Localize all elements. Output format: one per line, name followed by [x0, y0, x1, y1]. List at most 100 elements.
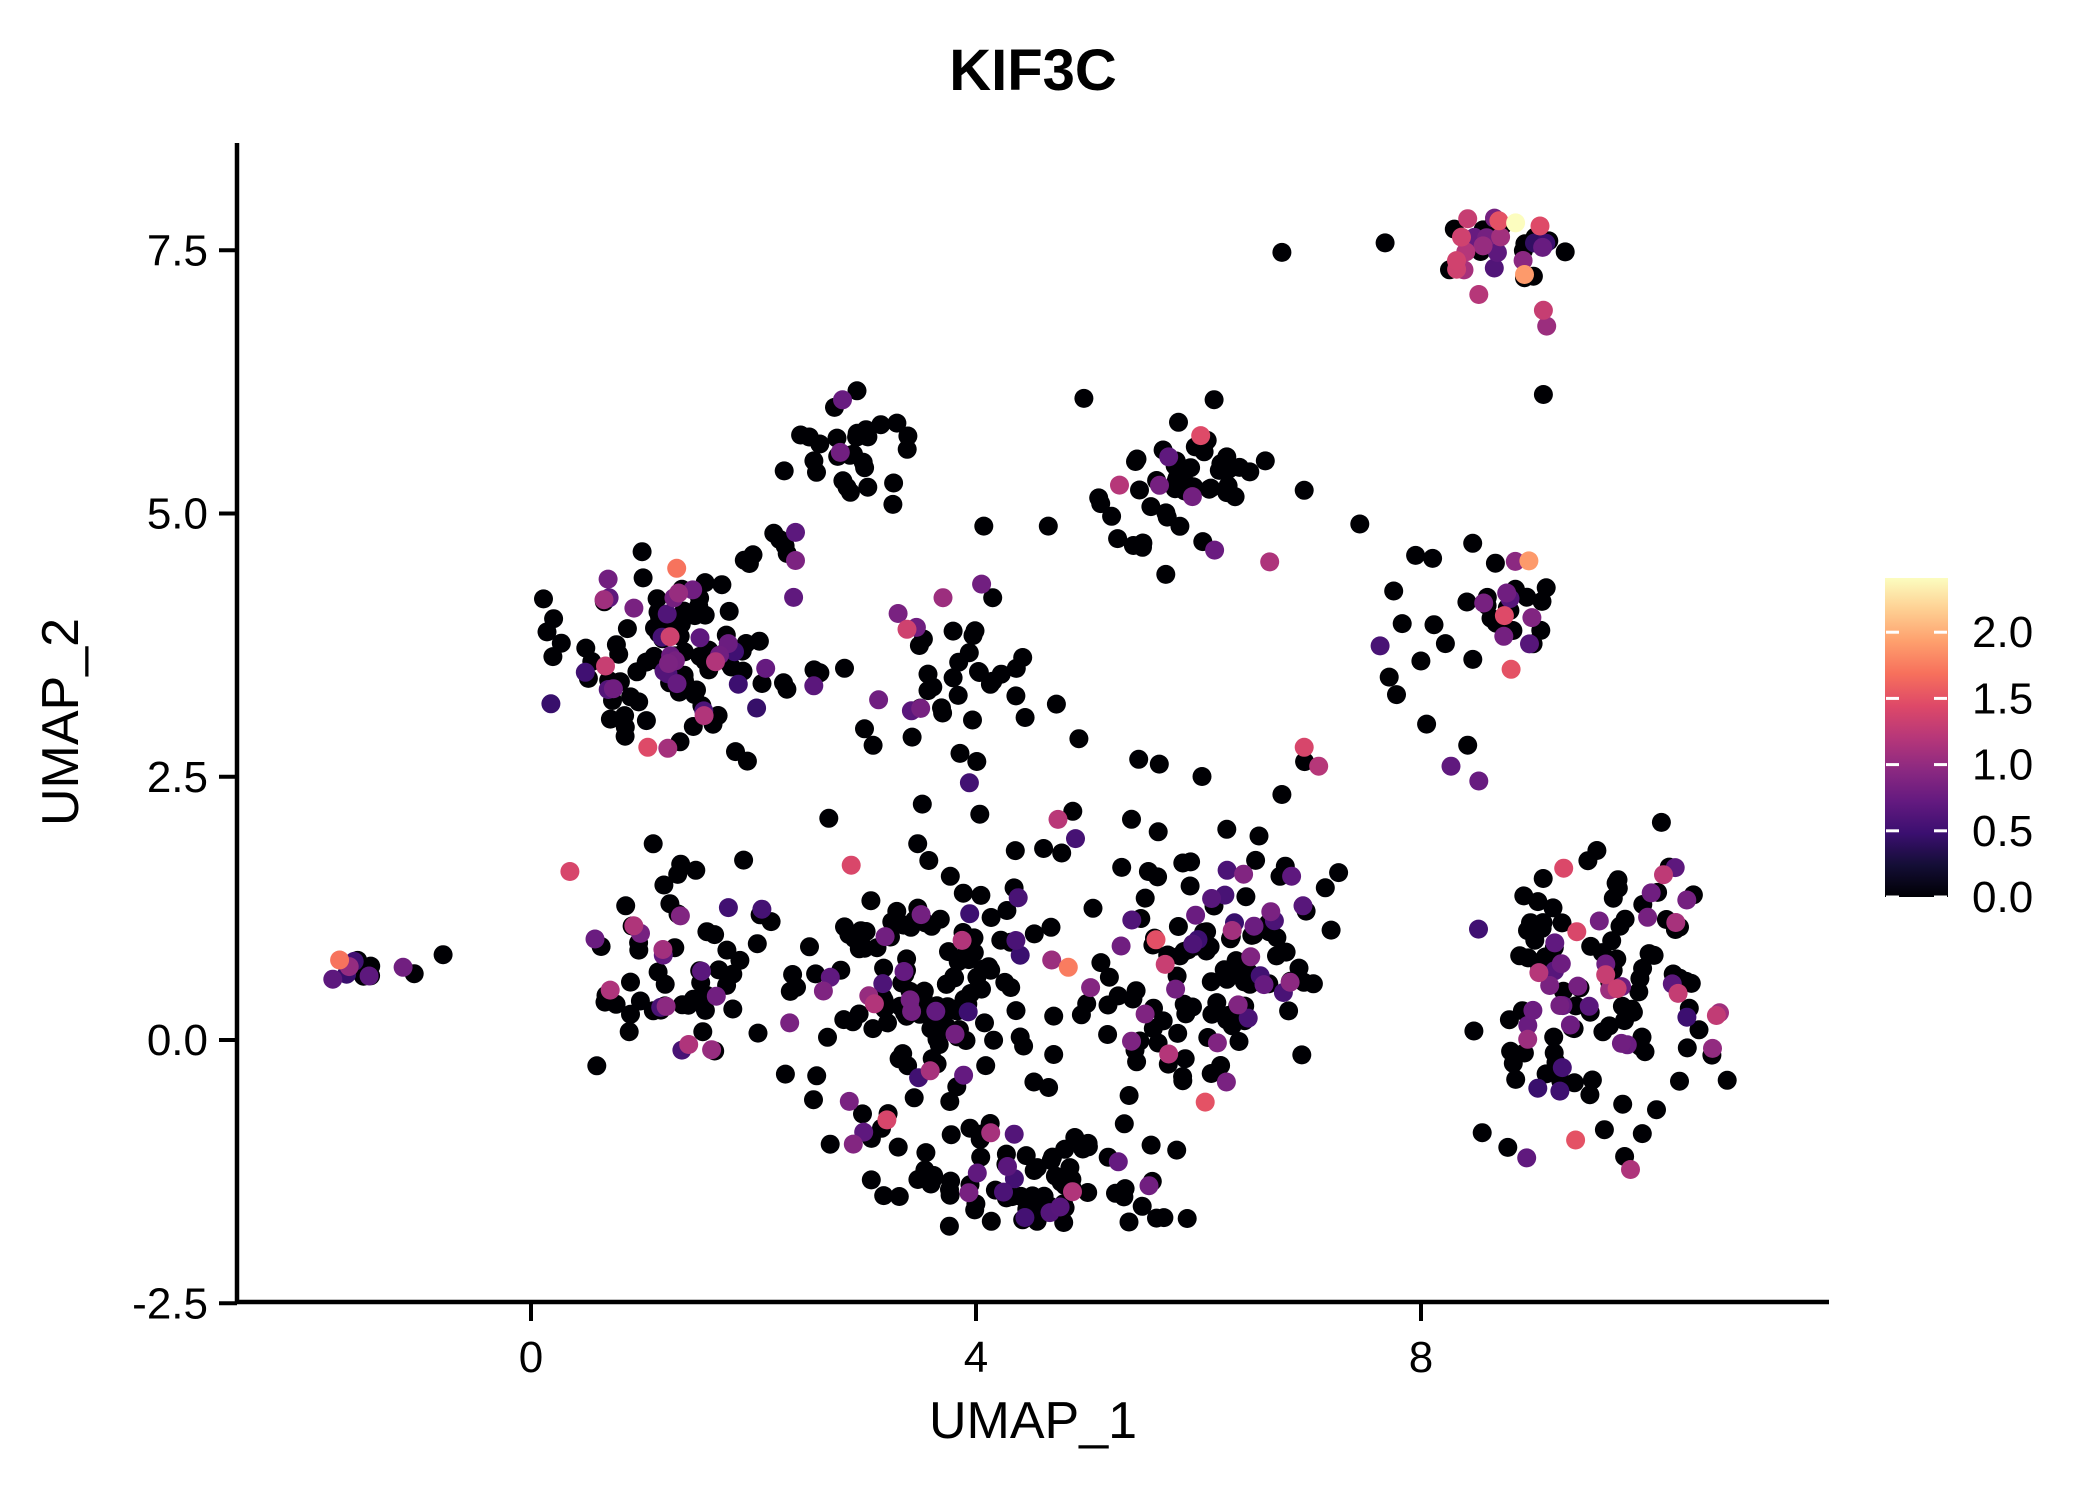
cell-point [706, 986, 726, 1006]
cell-point [1216, 1072, 1236, 1092]
cell-point [1147, 1208, 1166, 1228]
cell-point [874, 1186, 894, 1206]
cell-point [706, 652, 725, 672]
cell-point [995, 972, 1015, 992]
cell-point [1540, 976, 1560, 995]
cell-point [1487, 243, 1507, 262]
cell-point [1024, 924, 1044, 944]
cell-point [1551, 954, 1571, 974]
y-tick-label: 0.0 [147, 1016, 208, 1065]
cell-point [1554, 858, 1574, 878]
cell-point [1044, 1045, 1064, 1064]
cell-point [728, 674, 748, 694]
cell-point [1276, 942, 1296, 962]
cell-point [1638, 907, 1658, 927]
cell-point [1214, 960, 1234, 980]
cell-point [1292, 1045, 1312, 1065]
cell-point [952, 930, 972, 950]
cell-point [1217, 819, 1237, 839]
cell-point [560, 862, 580, 881]
cell-point [1108, 986, 1128, 1006]
cell-point [884, 473, 904, 493]
cell-point [1034, 839, 1054, 858]
cell-point [1435, 634, 1455, 654]
cell-point [752, 674, 772, 693]
cell-point [1522, 608, 1542, 628]
cell-point [659, 654, 678, 673]
cell-point [959, 773, 979, 793]
cell-point [1182, 487, 1202, 507]
cell-point [1543, 898, 1563, 918]
cell-point [1114, 1114, 1134, 1134]
cell-point [856, 922, 876, 941]
cell-point [1384, 581, 1404, 601]
cell-point [1647, 1100, 1666, 1120]
cell-point [1016, 1146, 1036, 1166]
cell-point [1406, 545, 1426, 565]
cell-point [1532, 591, 1552, 611]
cell-point [998, 1157, 1017, 1176]
x-tick-label: 8 [1409, 1333, 1433, 1382]
cell-point [1517, 1148, 1537, 1168]
cell-point [1552, 1058, 1572, 1078]
cell-point [1529, 963, 1549, 983]
cell-point [1186, 905, 1206, 925]
cell-point [1515, 265, 1534, 284]
cell-point [819, 808, 839, 828]
cell-point [1261, 902, 1281, 922]
cell-point [678, 995, 698, 1015]
cell-point [839, 925, 859, 944]
cell-point [960, 904, 980, 924]
x-tick-label: 4 [964, 1333, 988, 1382]
cell-point [1589, 911, 1609, 931]
cell-point [1201, 972, 1221, 992]
cell-point [1536, 1064, 1556, 1084]
cell-point [1099, 967, 1119, 987]
cell-point [1519, 551, 1539, 571]
cell-point [1108, 1152, 1128, 1172]
cell-point [1236, 887, 1256, 907]
cell-point [627, 662, 647, 682]
chart-title: KIF3C [949, 38, 1117, 103]
cell-point [1506, 213, 1526, 233]
cell-point [1458, 735, 1478, 755]
cell-point [694, 706, 714, 726]
cell-point [827, 428, 847, 448]
cell-point [1042, 950, 1062, 970]
cell-point [1703, 1038, 1722, 1058]
cell-point [945, 1024, 965, 1044]
cell-point [1260, 552, 1280, 572]
cell-point [705, 925, 725, 945]
cell-point [1149, 754, 1169, 774]
cell-point [972, 574, 992, 594]
cell-point [1494, 626, 1514, 646]
cell-point [660, 627, 680, 647]
cell-point [719, 601, 739, 621]
cell-point [1126, 452, 1145, 471]
cell-point [764, 523, 784, 543]
cell-point [1267, 928, 1287, 948]
cell-point [1102, 506, 1122, 526]
cell-point [835, 658, 854, 678]
cell-point [875, 927, 895, 947]
cell-point [1503, 1053, 1523, 1073]
cell-point [1148, 822, 1168, 842]
cell-point [1054, 1213, 1074, 1232]
cell-point [871, 415, 891, 435]
cell-point [874, 958, 894, 978]
cell-point [971, 885, 991, 905]
cell-point [1568, 976, 1588, 996]
cell-point [1173, 853, 1193, 873]
cell-point [1513, 251, 1533, 270]
cell-point [1052, 843, 1072, 863]
cell-point [1272, 785, 1292, 804]
cell-point [1581, 936, 1601, 956]
cell-point [981, 1211, 1001, 1231]
cell-point [600, 709, 620, 729]
cell-point [1041, 917, 1061, 937]
cell-point [1205, 540, 1225, 560]
cell-point [1202, 889, 1222, 908]
cell-point [1501, 659, 1521, 679]
cell-point [840, 482, 860, 502]
cell-point [1580, 1085, 1600, 1105]
